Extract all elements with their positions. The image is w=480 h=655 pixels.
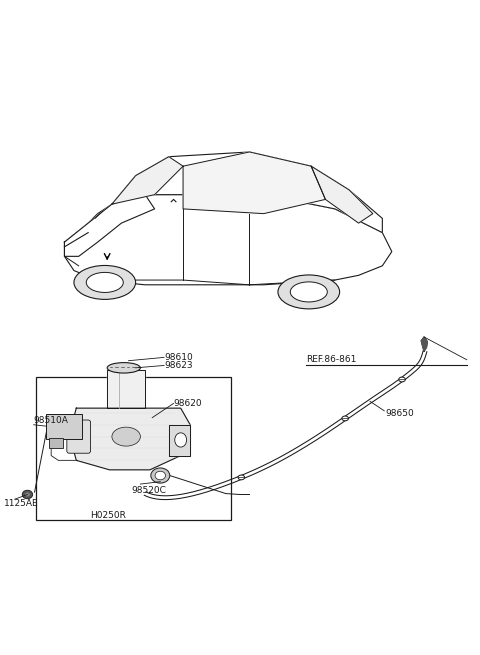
Text: 98520C: 98520C <box>132 487 167 495</box>
Text: 98510A: 98510A <box>34 417 69 426</box>
Ellipse shape <box>278 275 340 309</box>
Polygon shape <box>64 195 155 256</box>
Ellipse shape <box>86 272 123 292</box>
Text: REF.86-861: REF.86-861 <box>306 355 357 364</box>
Ellipse shape <box>399 377 405 382</box>
Text: 98620: 98620 <box>174 399 202 408</box>
Polygon shape <box>112 157 183 204</box>
Text: 98623: 98623 <box>164 361 192 370</box>
Text: H0250R: H0250R <box>91 512 126 520</box>
Polygon shape <box>107 370 145 408</box>
Polygon shape <box>64 195 392 285</box>
Polygon shape <box>112 152 383 233</box>
Text: 98610: 98610 <box>164 353 193 362</box>
Bar <box>36 377 230 519</box>
Polygon shape <box>169 424 190 456</box>
Bar <box>49 438 63 447</box>
Bar <box>47 415 82 439</box>
Text: 98650: 98650 <box>385 409 414 418</box>
Ellipse shape <box>22 490 33 498</box>
Polygon shape <box>69 408 190 470</box>
Ellipse shape <box>175 433 187 447</box>
Ellipse shape <box>155 471 166 480</box>
Ellipse shape <box>74 265 136 299</box>
Ellipse shape <box>151 468 170 483</box>
FancyBboxPatch shape <box>67 420 91 453</box>
Ellipse shape <box>107 363 140 373</box>
Ellipse shape <box>342 416 348 421</box>
Ellipse shape <box>112 427 140 446</box>
Polygon shape <box>183 152 325 214</box>
Ellipse shape <box>25 493 30 496</box>
Polygon shape <box>311 166 373 223</box>
Text: 1125AE: 1125AE <box>4 498 38 508</box>
Ellipse shape <box>238 475 245 480</box>
Polygon shape <box>421 337 427 351</box>
Ellipse shape <box>290 282 327 302</box>
